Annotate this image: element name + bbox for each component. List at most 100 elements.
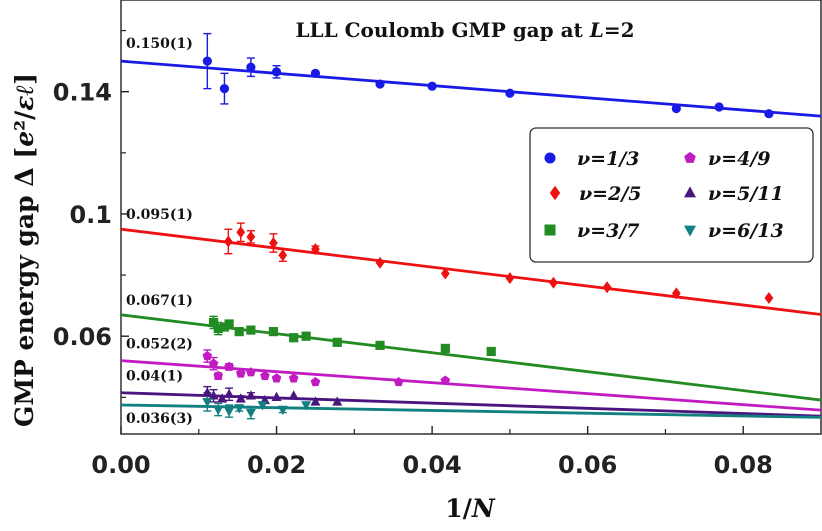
legend-marker-nu-6-13 (684, 225, 696, 237)
legend-marker-nu-4-9 (684, 151, 696, 163)
data-point-nu-3-7 (234, 327, 244, 337)
data-point-nu-5-11 (208, 390, 219, 400)
data-point-nu-6-13 (213, 405, 224, 416)
data-point-nu-4-9 (310, 377, 321, 387)
legend-marker-nu-3-7 (544, 224, 556, 236)
data-point-nu-4-9 (224, 361, 234, 371)
data-point-nu-5-11 (310, 396, 321, 406)
data-point-nu-1-3 (271, 67, 282, 77)
legend-label-nu-3-7: ν=3/7 (577, 220, 639, 242)
data-point-nu-5-11 (235, 393, 246, 403)
data-point-nu-5-11 (224, 388, 235, 398)
data-points (202, 56, 774, 419)
data-point-nu-5-11 (271, 391, 282, 401)
data-point-nu-3-7 (375, 340, 385, 350)
data-point-nu-3-7 (224, 319, 234, 329)
data-point-nu-4-9 (271, 373, 282, 383)
data-point-nu-5-11 (217, 393, 228, 403)
data-point-nu-3-7 (208, 317, 219, 328)
data-point-nu-1-3 (219, 84, 230, 94)
error-bars (203, 32, 320, 420)
data-point-nu-1-3 (505, 88, 515, 98)
annotation-nu-2-5: 0.095(1) (126, 207, 193, 223)
x-tick-label: 0.00 (91, 451, 150, 479)
data-point-nu-2-5 (549, 276, 558, 289)
data-point-nu-4-9 (246, 367, 256, 377)
data-point-nu-3-7 (289, 333, 299, 343)
data-point-nu-4-9 (393, 377, 404, 387)
annotation-nu-4-9: 0.052(2) (126, 337, 193, 353)
data-point-nu-4-9 (440, 375, 451, 385)
fit-line-nu-5-11 (121, 391, 821, 418)
data-point-nu-3-7 (268, 327, 279, 337)
axis-ticks: 0.00 0.02 0.04 0.06 0.08 0.06 0.1 0.14 (53, 29, 773, 479)
legend-label-nu-6-13: ν=6/13 (708, 220, 784, 242)
data-point-nu-5-11 (332, 396, 343, 406)
chart-title: LLL Coulomb GMP gap at L=2 (295, 18, 634, 42)
x-axis-label: 1/N (445, 494, 496, 523)
legend-box (529, 127, 814, 263)
legend-label-nu-5-11: ν=5/11 (708, 183, 784, 205)
legend: ν=1/3 ν=4/9 ν=2/5 ν=5/11 ν=3/7 ν=6/13 (529, 127, 814, 263)
plot-frame (120, 0, 822, 435)
data-point-nu-5-11 (245, 390, 256, 400)
data-point-nu-4-9 (202, 351, 213, 361)
data-point-nu-4-9 (288, 373, 299, 383)
data-point-nu-6-13 (245, 408, 256, 419)
data-point-nu-1-3 (246, 62, 256, 72)
data-point-nu-6-13 (202, 398, 213, 408)
annotation-nu-5-11: 0.04(1) (126, 369, 183, 385)
data-point-nu-2-5 (236, 226, 246, 239)
data-point-nu-1-3 (310, 68, 321, 78)
data-point-nu-1-3 (427, 81, 437, 91)
data-point-nu-1-3 (764, 109, 774, 119)
fit-line-nu-4-9 (121, 359, 821, 412)
data-point-nu-3-7 (246, 325, 256, 335)
data-point-nu-1-3 (714, 102, 724, 112)
data-point-nu-3-7 (219, 322, 230, 332)
legend-marker-nu-5-11 (684, 186, 696, 198)
data-point-nu-1-3 (202, 56, 212, 66)
data-point-nu-4-9 (208, 358, 219, 368)
legend-label-nu-2-5: ν=2/5 (579, 183, 641, 205)
data-point-nu-2-5 (764, 292, 774, 304)
x-tick-label: 0.06 (558, 451, 617, 479)
data-point-nu-1-3 (375, 79, 385, 89)
data-point-nu-1-3 (671, 103, 681, 114)
x-tick-label: 0.08 (714, 451, 773, 479)
fit-line-nu-1-3 (121, 59, 821, 118)
data-point-nu-3-7 (440, 343, 450, 354)
data-point-nu-2-5 (278, 249, 288, 262)
legend-label-nu-4-9: ν=4/9 (708, 148, 770, 170)
data-point-nu-3-7 (301, 331, 311, 341)
data-point-nu-2-5 (224, 235, 233, 248)
annotation-nu-1-3: 0.150(1) (126, 36, 193, 52)
data-point-nu-5-11 (288, 390, 299, 400)
data-point-nu-6-13 (224, 407, 235, 417)
data-point-nu-6-13 (301, 401, 312, 411)
data-point-nu-4-9 (213, 370, 223, 380)
y-tick-label: 0.1 (69, 201, 112, 229)
data-point-nu-6-13 (234, 404, 245, 414)
data-point-nu-2-5 (505, 272, 515, 285)
data-point-nu-6-13 (257, 401, 268, 411)
data-point-nu-2-5 (602, 281, 612, 294)
data-point-nu-5-11 (202, 387, 213, 397)
legend-marker-nu-1-3 (544, 152, 556, 164)
data-point-nu-6-13 (277, 405, 288, 416)
data-point-nu-3-7 (213, 323, 223, 334)
annotation-nu-6-13: 0.036(3) (126, 411, 193, 427)
legend-marker-nu-2-5 (549, 185, 561, 201)
legend-label-nu-1-3: ν=1/3 (577, 148, 639, 170)
data-point-nu-2-5 (269, 237, 278, 249)
fit-line-nu-2-5 (121, 227, 821, 316)
data-point-nu-3-7 (486, 346, 496, 357)
x-tick-label: 0.04 (403, 451, 462, 479)
y-tick-label: 0.14 (53, 79, 112, 107)
data-point-nu-4-9 (260, 370, 270, 380)
x-tick-label: 0.02 (247, 451, 306, 479)
data-point-nu-2-5 (375, 256, 385, 269)
fit-line-nu-6-13 (121, 403, 821, 419)
y-axis-label: GMP energy gap Δ [e²/εℓ] (10, 73, 39, 427)
